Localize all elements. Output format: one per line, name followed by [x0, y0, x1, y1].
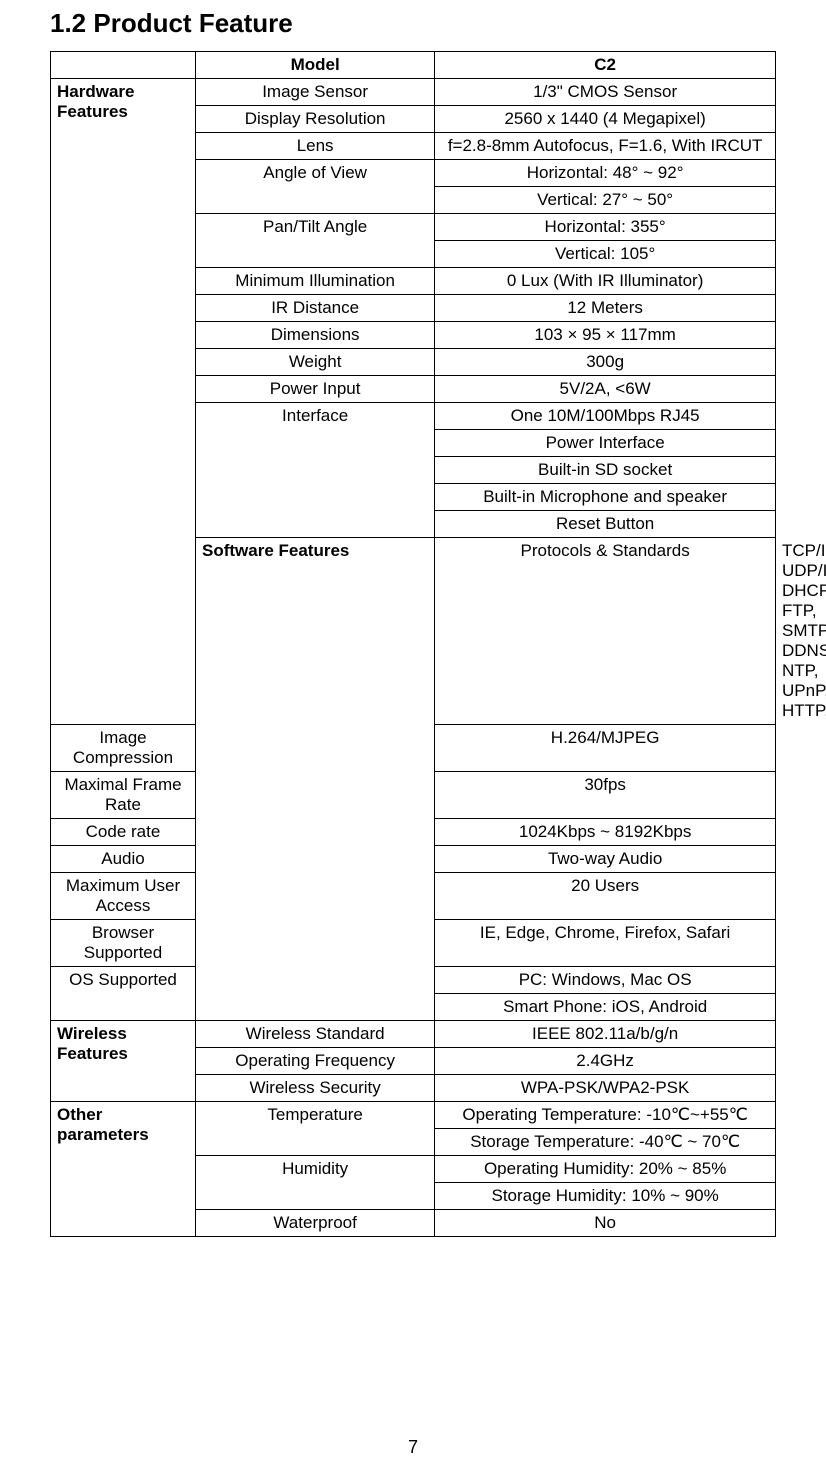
header-spec: C2 [435, 52, 776, 79]
value-op-freq: 2.4GHz [435, 1048, 776, 1075]
table-header-row: Model C2 [51, 52, 776, 79]
value-wireless-security: WPA-PSK/WPA2-PSK [435, 1075, 776, 1102]
label-min-illum: Minimum Illumination [196, 268, 435, 295]
value-weight: 300g [435, 349, 776, 376]
value-pan-v: Vertical: 105° [435, 241, 776, 268]
value-audio: Two-way Audio [435, 846, 776, 873]
value-power-input: 5V/2A, <6W [435, 376, 776, 403]
value-max-users: 20 Users [435, 873, 776, 920]
table-row: Other parameters Temperature Operating T… [51, 1102, 776, 1129]
label-power-input: Power Input [196, 376, 435, 403]
category-software: Software Features [196, 538, 435, 1021]
label-waterproof: Waterproof [196, 1210, 435, 1237]
label-interface: Interface [196, 403, 435, 538]
value-humidity-op: Operating Humidity: 20% ~ 85% [435, 1156, 776, 1183]
label-protocols: Protocols & Standards [435, 538, 776, 725]
table-row: Wireless Features Wireless Standard IEEE… [51, 1021, 776, 1048]
label-weight: Weight [196, 349, 435, 376]
value-frame-rate: 30fps [435, 772, 776, 819]
value-pan-h: Horizontal: 355° [435, 214, 776, 241]
label-code-rate: Code rate [51, 819, 196, 846]
label-dimensions: Dimensions [196, 322, 435, 349]
label-op-freq: Operating Frequency [196, 1048, 435, 1075]
label-os: OS Supported [51, 967, 196, 1021]
value-os-phone: Smart Phone: iOS, Android [435, 994, 776, 1021]
value-angle-h: Horizontal: 48° ~ 92° [435, 160, 776, 187]
label-browser: Browser Supported [51, 920, 196, 967]
value-code-rate: 1024Kbps ~ 8192Kbps [435, 819, 776, 846]
value-wireless-standard: IEEE 802.11a/b/g/n [435, 1021, 776, 1048]
value-lens: f=2.8-8mm Autofocus, F=1.6, With IRCUT [435, 133, 776, 160]
table-row: Hardware Features Image Sensor 1/3" CMOS… [51, 79, 776, 106]
value-interface-1: One 10M/100Mbps RJ45 [435, 403, 776, 430]
header-model: Model [196, 52, 435, 79]
value-temp-st: Storage Temperature: -40℃ ~ 70℃ [435, 1129, 776, 1156]
category-other: Other parameters [51, 1102, 196, 1237]
label-angle-of-view: Angle of View [196, 160, 435, 214]
value-interface-2: Power Interface [435, 430, 776, 457]
feature-table: Model C2 Hardware Features Image Sensor … [50, 51, 776, 1237]
value-image-sensor: 1/3" CMOS Sensor [435, 79, 776, 106]
value-interface-5: Reset Button [435, 511, 776, 538]
label-ir-distance: IR Distance [196, 295, 435, 322]
label-temperature: Temperature [196, 1102, 435, 1156]
value-min-illum: 0 Lux (With IR Illuminator) [435, 268, 776, 295]
header-blank [51, 52, 196, 79]
label-frame-rate: Maximal Frame Rate [51, 772, 196, 819]
category-hardware: Hardware Features [51, 79, 196, 725]
value-browser: IE, Edge, Chrome, Firefox, Safari [435, 920, 776, 967]
label-wireless-standard: Wireless Standard [196, 1021, 435, 1048]
label-lens: Lens [196, 133, 435, 160]
value-interface-4: Built-in Microphone and speaker [435, 484, 776, 511]
value-waterproof: No [435, 1210, 776, 1237]
label-humidity: Humidity [196, 1156, 435, 1210]
value-compression: H.264/MJPEG [435, 725, 776, 772]
value-dimensions: 103 × 95 × 117mm [435, 322, 776, 349]
value-temp-op: Operating Temperature: -10℃~+55℃ [435, 1102, 776, 1129]
label-display-res: Display Resolution [196, 106, 435, 133]
value-humidity-st: Storage Humidity: 10% ~ 90% [435, 1183, 776, 1210]
label-max-users: Maximum User Access [51, 873, 196, 920]
value-display-res: 2560 x 1440 (4 Megapixel) [435, 106, 776, 133]
section-heading: 1.2 Product Feature [50, 8, 776, 39]
value-ir-distance: 12 Meters [435, 295, 776, 322]
page-number: 7 [50, 1437, 776, 1458]
label-image-sensor: Image Sensor [196, 79, 435, 106]
label-pan-tilt: Pan/Tilt Angle [196, 214, 435, 268]
label-wireless-security: Wireless Security [196, 1075, 435, 1102]
value-os-pc: PC: Windows, Mac OS [435, 967, 776, 994]
label-compression: Image Compression [51, 725, 196, 772]
value-interface-3: Built-in SD socket [435, 457, 776, 484]
value-angle-v: Vertical: 27° ~ 50° [435, 187, 776, 214]
category-wireless: Wireless Features [51, 1021, 196, 1102]
label-audio: Audio [51, 846, 196, 873]
